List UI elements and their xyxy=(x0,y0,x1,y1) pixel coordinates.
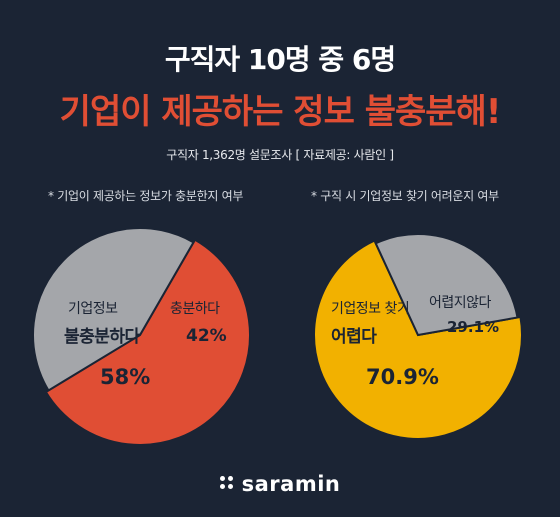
chart-2-slice-2-value: 29.1% xyxy=(447,318,500,336)
chart-2-slice-1-label-line2: 어렵다 xyxy=(331,327,377,347)
chart-1-slice-2-label: 충분하다 xyxy=(170,301,220,317)
chart-2-slice-1-value: 70.9% xyxy=(366,365,439,389)
chart-2-slice-2-label: 어렵지않다 xyxy=(429,295,491,311)
title-line-2: 기업이 제공하는 정보 불충분해! xyxy=(59,92,502,132)
chart-1-title: * 기업이 제공하는 정보가 충분한지 여부 xyxy=(48,189,244,203)
chart-1-slice-2 xyxy=(32,227,195,392)
chart-2-slice-1 xyxy=(313,239,523,440)
logo-dots-icon xyxy=(219,476,234,490)
chart-1-slice-1-label-line2: 불충분하다 xyxy=(64,327,140,347)
chart-1-slice-1 xyxy=(44,238,251,446)
chart-2-slice-1-label-line1: 기업정보 찾기 xyxy=(331,301,410,317)
logo-text: saramin xyxy=(241,472,341,496)
title-line-1: 구직자 10명 중 6명 xyxy=(164,43,396,76)
chart-2-slice-2 xyxy=(374,233,519,337)
chart-1-slice-2-value: 42% xyxy=(186,326,227,346)
saramin-logo: saramin xyxy=(0,472,560,496)
chart-1-slice-1-label-line1: 기업정보 xyxy=(68,301,118,317)
chart-1-slice-1-value: 58% xyxy=(100,365,151,389)
chart-2-title: * 구직 시 기업정보 찾기 어려운지 여부 xyxy=(311,189,499,203)
subtitle: 구직자 1,362명 설문조사 [ 자료제공: 사람인 ] xyxy=(166,148,394,162)
